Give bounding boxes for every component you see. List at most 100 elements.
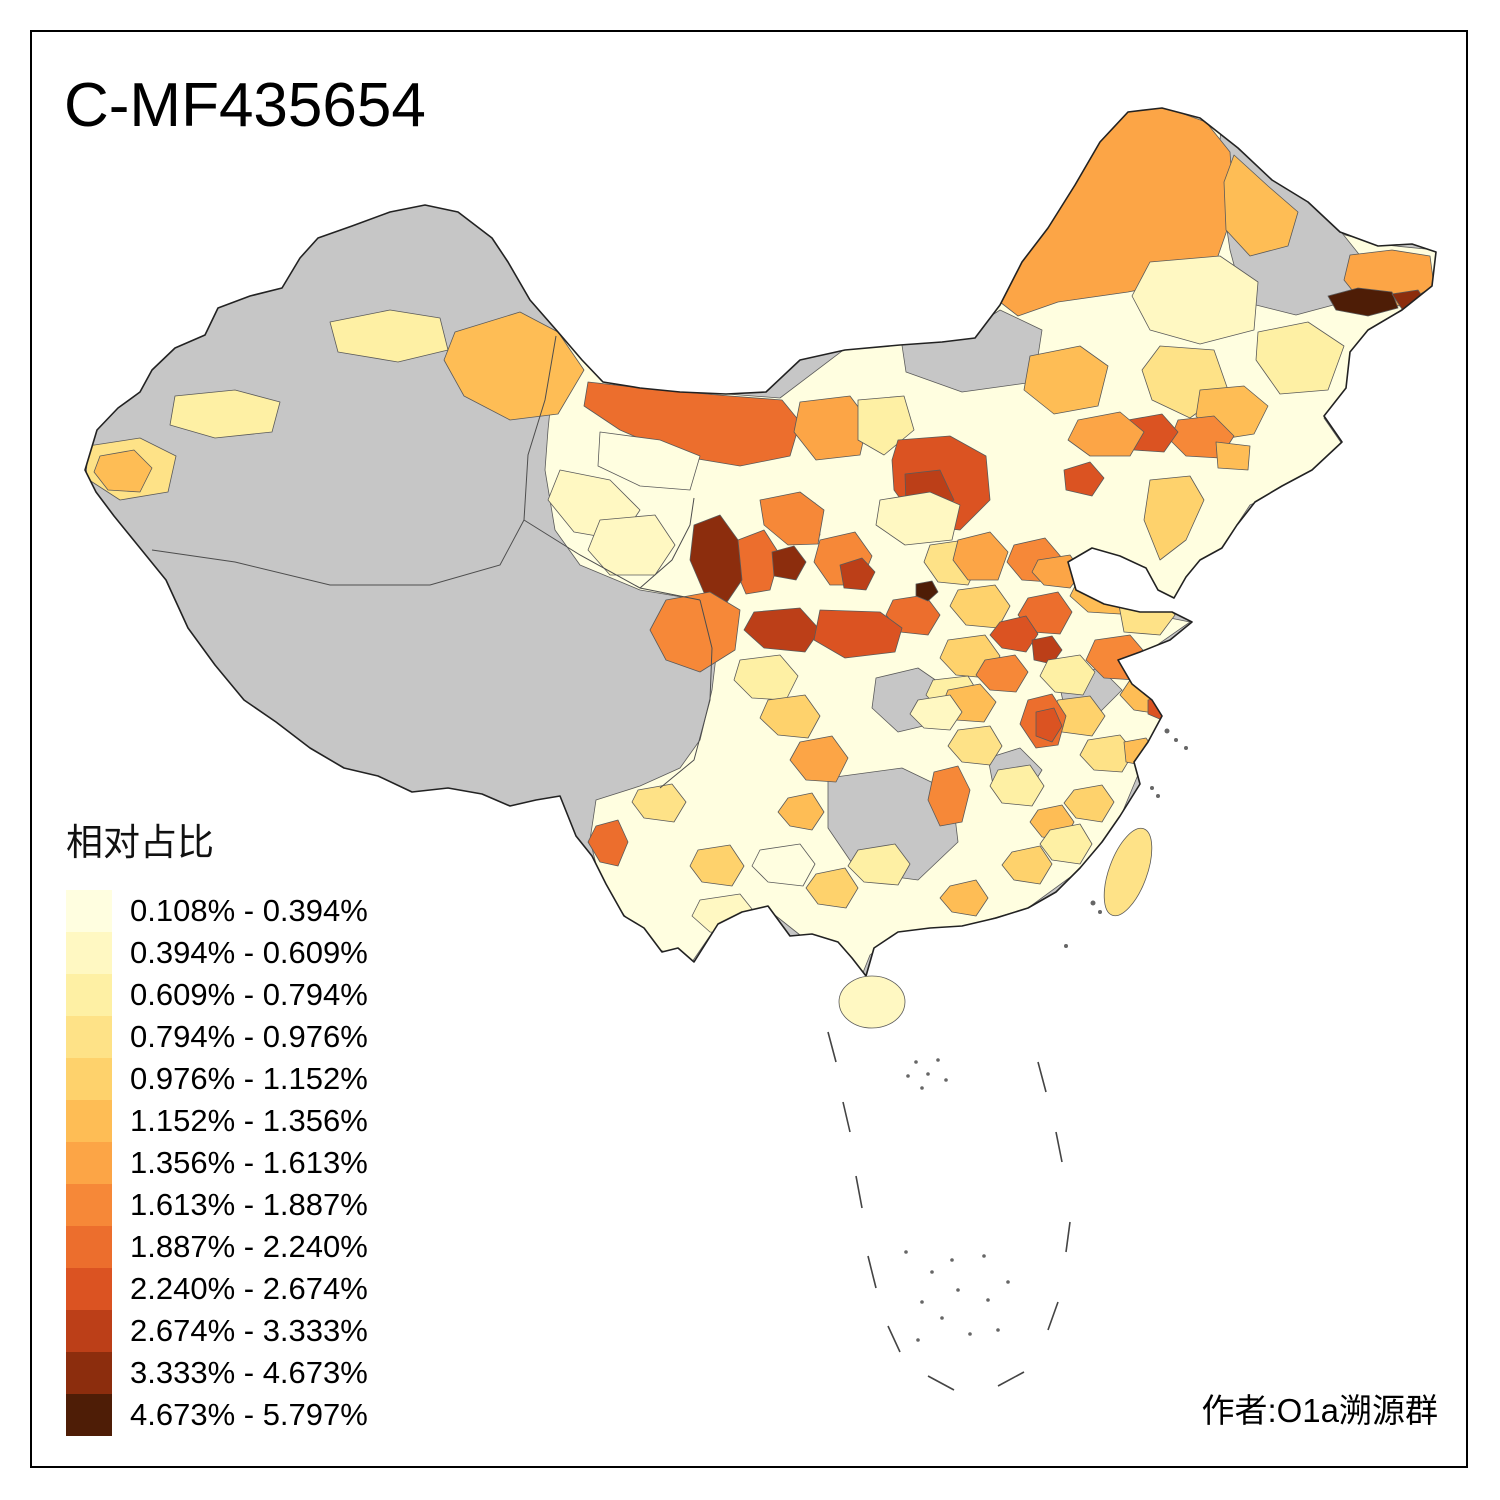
map-region [777,792,825,831]
legend-label: 0.609% - 0.794% [130,977,368,1012]
legend-label: 4.673% - 5.797% [130,1397,368,1432]
island-dot [906,1074,910,1078]
legend-item: 2.674% - 3.333% [66,1310,368,1352]
map-region [1123,737,1157,767]
legend-swatch [66,890,112,932]
island-dot [914,1060,918,1064]
map-region [789,735,849,783]
island-dot [996,1328,1000,1332]
map-region [839,557,876,591]
island-hainan [838,975,906,1029]
legend-item: 0.976% - 1.152% [66,1058,368,1100]
island-dot [1184,746,1188,750]
map-region [805,867,859,909]
island-taiwan [1103,827,1153,917]
island-dots [904,728,1188,1342]
legend-item: 1.356% - 1.613% [66,1142,368,1184]
map-region [975,654,1029,693]
legend-item: 2.240% - 2.674% [66,1268,368,1310]
legend-swatch [66,1268,112,1310]
map-region [759,694,821,739]
island-dot [1006,1280,1010,1284]
map-region [875,491,961,546]
map-region [759,491,825,546]
island-dot [916,1338,920,1342]
legend-item: 4.673% - 5.797% [66,1394,368,1436]
dash-segment [855,1175,863,1209]
dash-segment [1065,1221,1071,1253]
map-region [989,615,1039,653]
map-region [649,591,741,673]
map-region [1215,441,1251,471]
map-region [989,764,1045,807]
island-dot [968,1332,972,1336]
map-region [793,395,869,461]
map-region [915,580,939,602]
map-region [952,531,1009,581]
dash-segment [997,1371,1025,1387]
legend-item: 0.609% - 0.794% [66,974,368,1016]
legend-label: 1.887% - 2.240% [130,1229,368,1264]
figure-title: C-MF435654 [64,71,426,140]
map-region [1023,345,1109,415]
map-region [743,607,821,653]
map-regions [85,108,1436,976]
legend-item: 0.794% - 0.976% [66,1016,368,1058]
island-dot [944,1078,948,1082]
map-region [1031,635,1063,665]
province-border [659,599,713,789]
legend-swatch [66,974,112,1016]
island-dot [936,1058,940,1062]
island-dot [1174,738,1178,742]
dash-segment [1037,1061,1047,1093]
map-region [751,843,816,887]
map-region [689,514,743,606]
legend-swatch [66,1226,112,1268]
island-dot [1156,794,1160,798]
island-dot [920,1300,924,1304]
legend-swatch [66,1142,112,1184]
legend-label: 2.240% - 2.674% [130,1271,368,1306]
legend-title: 相对占比 [66,822,214,863]
legend-swatch [66,1100,112,1142]
map-region [1039,654,1096,696]
attribution: 作者:O1a溯源群 [1201,1392,1438,1429]
map-region [631,783,687,823]
island-dot [1064,944,1068,948]
map-region [1039,823,1093,865]
map-region [1327,287,1399,317]
national-boundary [84,107,1437,977]
legend-label: 0.108% - 0.394% [130,893,368,928]
province-border [151,335,557,586]
map-region [1017,591,1073,635]
legend-swatch [66,932,112,974]
map-region [1143,475,1205,561]
province-border [639,497,695,589]
map-region [1223,154,1299,257]
map-region [1131,255,1259,345]
legend-label: 1.356% - 1.613% [130,1145,368,1180]
legend-label: 2.674% - 3.333% [130,1313,368,1348]
island-dot [926,1072,930,1076]
island-dot [956,1288,960,1292]
map-region [1063,461,1105,497]
legend-swatch [66,1184,112,1226]
map-region [947,725,1003,766]
map-region [587,819,629,867]
island-dot [986,1298,990,1302]
legend-label: 3.333% - 4.673% [130,1355,368,1390]
province-border [523,519,701,601]
map-region [909,694,963,731]
dash-segment [827,1031,837,1063]
legend-items: 0.108% - 0.394% 0.394% - 0.609% 0.609% - 0… [66,890,368,1436]
map-region [1001,845,1053,885]
map-region [583,381,801,467]
island-dot [1164,728,1170,734]
island-dot [1090,900,1096,906]
dash-segment [927,1375,955,1391]
island-dot [1150,786,1154,790]
legend: 相对占比 0.108% - 0.394% 0.394% - 0.609% 0.609… [66,812,368,1436]
map-region [689,844,745,887]
